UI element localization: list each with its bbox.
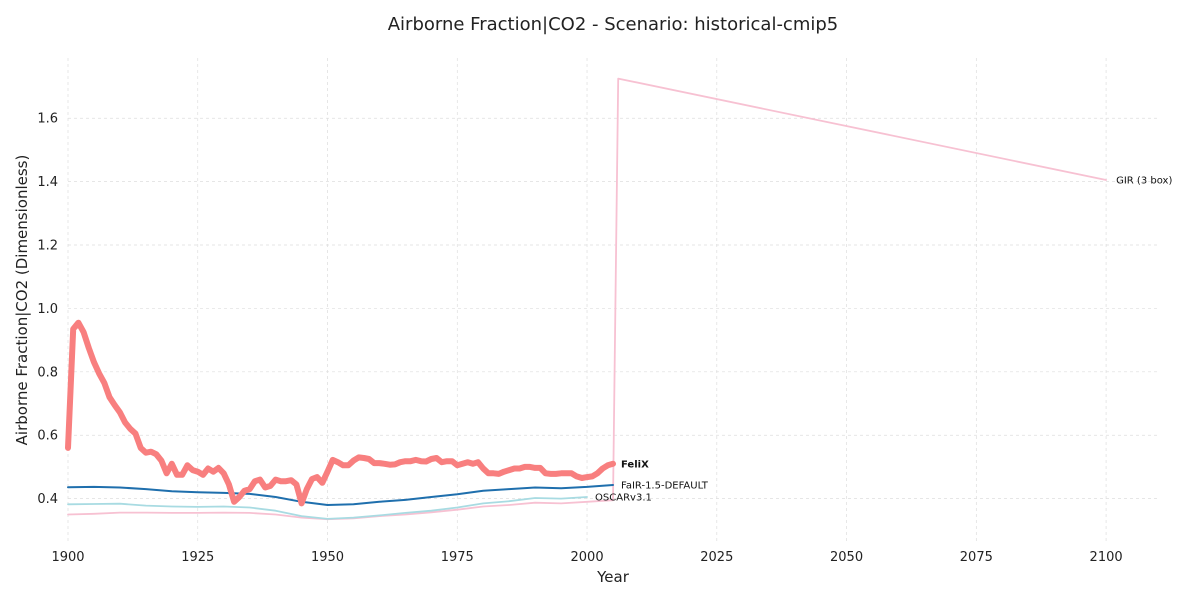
series-line-oscarv3-1 — [67, 496, 588, 520]
series-label-felix: FeliX — [621, 459, 649, 470]
x-tick-label: 2100 — [1090, 550, 1123, 565]
x-tick-label: 2025 — [700, 550, 733, 565]
x-axis-ticks: 1900 1925 1950 1975 2000 2025 2050 2075 2100 — [51, 550, 1122, 565]
series-lines — [65, 77, 1107, 521]
x-tick-label: 1900 — [51, 550, 84, 565]
y-axis-ticks: 0.4 0.6 0.8 1.0 1.2 1.4 1.6 — [37, 112, 58, 507]
x-tick-label: 2050 — [830, 550, 863, 565]
x-tick-label: 1950 — [311, 550, 344, 565]
x-tick-label: 1925 — [181, 550, 214, 565]
y-tick-label: 1.2 — [37, 239, 58, 254]
y-tick-label: 0.4 — [37, 492, 58, 507]
x-tick-label: 2075 — [960, 550, 993, 565]
y-tick-label: 1.0 — [37, 302, 58, 317]
series-label-fair-1-5-default: FaIR-1.5-DEFAULT — [621, 480, 709, 491]
x-tick-label: 1975 — [441, 550, 474, 565]
y-tick-label: 0.8 — [37, 365, 58, 380]
y-tick-label: 0.6 — [37, 429, 58, 444]
series-line-felix — [65, 319, 616, 507]
series-label-oscarv3-1: OSCARv3.1 — [595, 493, 652, 504]
y-axis-label: Airborne Fraction|CO2 (Dimensionless) — [13, 155, 31, 446]
chart-title: Airborne Fraction|CO2 - Scenario: histor… — [388, 14, 839, 35]
gridlines — [67, 58, 1158, 543]
series-line-fair-1-5-default — [67, 484, 614, 506]
x-axis-label: Year — [596, 568, 630, 586]
y-tick-label: 1.6 — [37, 112, 58, 127]
x-tick-label: 2000 — [571, 550, 604, 565]
series-label-gir-3-box: GIR (3 box) — [1116, 176, 1172, 187]
series-labels: GIR (3 box) OSCARv3.1 FaIR-1.5-DEFAULT Feli… — [595, 176, 1172, 504]
y-tick-label: 1.4 — [37, 175, 58, 190]
